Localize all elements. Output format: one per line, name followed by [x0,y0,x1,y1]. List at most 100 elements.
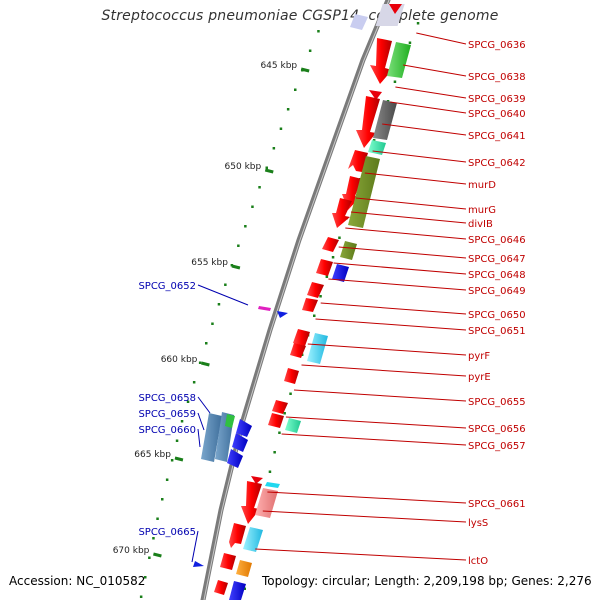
gene-label: SPCG_0642 [468,158,526,169]
track-dot [148,556,151,559]
genome-backbone [200,0,391,600]
right-leader-line [315,318,467,331]
cds-spcg-0646 [322,237,339,252]
gene-label: SPCG_0638 [468,72,526,83]
near-dot [338,236,341,239]
scale-tick-mark [174,456,184,462]
left-gene-labels: SPCG_0652 SPCG_0658 SPCG_0659 SPCG_0660 SPCG… [138,281,249,563]
right-leader-line [307,343,467,356]
near-dot [325,275,329,278]
cds-spcg-0652-arrow [277,311,288,318]
gene-label: murD [468,180,496,191]
cds-spcg-0658-blue [236,419,252,437]
cds-lysS [255,488,278,518]
right-leader-line [355,197,467,210]
right-leader-line [372,150,467,163]
scale-tick-label: 670 kbp [113,546,150,556]
cds-arrow-top [389,4,402,14]
right-leader-line [333,262,467,275]
right-leader-line [320,302,467,315]
cds-bottom-red [220,553,236,570]
gene-label: SPCG_0660 [138,425,196,436]
scale-ticks: 645 kbp 650 kbp 655 kbp 660 kbp 665 kbp 670 k… [113,61,310,558]
scale-tick-label: 645 kbp [260,61,297,71]
gene-label: SPCG_0656 [468,424,526,435]
track-dot [180,420,184,423]
track-dot [186,400,190,403]
cds-spcg-0636 [375,4,405,26]
cds-bottom-orange [236,560,252,577]
gene-label: SPCG_0639 [468,94,526,105]
cds-top-left-blue [350,14,368,30]
forward-features [214,4,411,600]
cds-spcg-0665-arrow [193,561,204,567]
gene-label: SPCG_0647 [468,254,526,265]
gene-label: SPCG_0665 [138,527,196,538]
track-dot [170,459,174,462]
gene-label: SPCG_0651 [468,326,526,337]
cds-spcg-0661 [241,481,262,524]
near-dot [313,314,316,317]
near-dot [408,41,412,44]
right-leader-line [262,510,467,523]
track-dot [152,537,155,540]
cds-lctO-cyan [243,527,263,552]
cds-spcg-0639 [369,90,382,100]
reverse-features [193,14,368,567]
track-dot [258,186,261,189]
gene-label: SPCG_0652 [138,281,196,292]
right-leader-line [345,227,467,240]
cds-pyrE [290,343,306,358]
left-leader-line [191,530,199,563]
near-dot [331,256,335,259]
track-dot [205,342,208,345]
gene-label: lysS [468,518,488,529]
cds-spcg-0654 [284,368,299,384]
gene-label: SPCG_0658 [138,393,196,404]
scale-tick-mark [300,67,310,73]
scale-tick-mark [153,552,162,558]
right-leader-line [350,211,467,224]
right-leader-line [390,101,467,114]
cds-lctO [229,523,246,548]
track-dot [156,517,159,520]
near-dot [416,22,420,25]
track-dot [237,244,240,247]
cds-spcg-0659-green [225,414,235,428]
right-leader-line [416,32,467,45]
near-dot [243,587,246,590]
scale-tick-label: 650 kbp [225,162,262,172]
cds-pyrF [293,329,310,346]
right-leader-line [267,491,467,504]
track-dot [286,108,290,111]
gene-label: SPCG_0649 [468,286,526,297]
left-leader-line [197,396,211,414]
right-leader-line [395,86,467,99]
cds-spcg-0658-steel [201,413,222,462]
track-dot [244,225,247,228]
track-dot [265,166,268,169]
right-leader-line [281,433,467,446]
gene-label: divIB [468,219,493,230]
gene-label: SPCG_0655 [468,397,526,408]
track-dot [192,381,196,384]
scale-tick-label: 665 kbp [134,450,171,460]
cds-spcg-0661-arrow [251,476,263,484]
right-leader-line [255,548,467,561]
cds-spcg-0638-green [387,42,411,78]
cds-spcg-0660-blue [227,449,243,468]
gene-label: murG [468,205,496,216]
cds-pyrF-cyan [307,333,328,364]
track-dot [217,303,221,306]
cds-spcg-0657-teal [285,418,301,433]
genome-backbone-highlight [203,0,390,600]
right-leader-line [293,389,467,402]
cds-spcg-0652-magenta [258,306,271,311]
right-gene-labels: SPCG_0636 SPCG_0638 SPCG_0639 SPCG_0640 SPCG… [255,32,526,567]
right-leader-line [382,123,467,136]
cds-spcg-0646-olive [340,241,357,260]
right-leader-line [301,364,467,377]
gene-label: SPCG_0646 [468,235,526,246]
gene-label: lctO [468,556,488,567]
